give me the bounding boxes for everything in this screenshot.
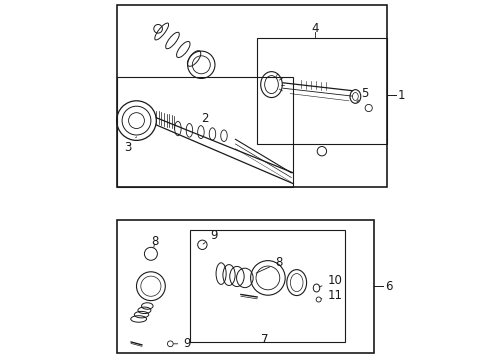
Text: 9: 9 [173,337,190,350]
Text: 8: 8 [150,235,158,248]
Text: 2: 2 [201,112,208,125]
Text: 1: 1 [397,89,404,102]
Bar [117,77,292,187]
Text: 5: 5 [356,87,368,102]
Bar [257,38,386,144]
Text: 10: 10 [319,274,342,287]
Text: 7: 7 [260,333,267,346]
Text: 3: 3 [123,137,136,154]
Text: 4: 4 [310,22,318,35]
Text: 11: 11 [321,289,342,302]
Text: 6: 6 [384,280,391,293]
Bar [117,220,373,353]
Text: 8: 8 [256,256,282,273]
Bar [190,230,345,342]
Bar [117,5,386,187]
Text: 9: 9 [203,229,217,244]
